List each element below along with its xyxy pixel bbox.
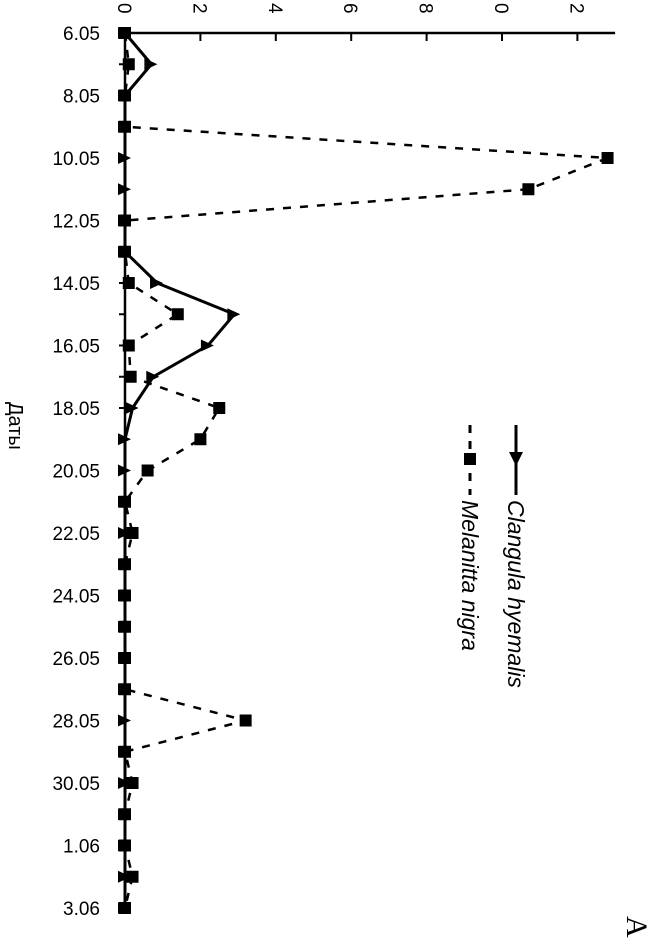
date-tick-label: 22.05: [52, 524, 100, 545]
date-tick-label: 12.05: [52, 212, 100, 233]
data-point-melanitta: [119, 245, 131, 258]
data-point-melanitta: [119, 27, 131, 39]
legend-marker-melanitta: [464, 453, 476, 465]
data-point-melanitta: [126, 777, 139, 789]
date-tick-label: 1.06: [63, 837, 100, 858]
value-tick-label: 0: [113, 3, 134, 14]
date-tick-label: 3.06: [63, 899, 100, 920]
date-tick-label: 8.05: [63, 87, 100, 108]
data-point-melanitta: [213, 402, 226, 414]
data-point-melanitta: [126, 870, 139, 883]
data-point-clangula: [118, 464, 131, 477]
data-point-clangula: [118, 777, 131, 789]
data-point-melanitta: [194, 433, 207, 446]
series-line-melanitta: [123, 32, 609, 909]
data-point-melanitta: [119, 902, 131, 914]
data-point-clangula: [200, 339, 214, 352]
date-tick-label: 18.05: [52, 399, 100, 420]
data-point-clangula: [227, 308, 241, 321]
series-line-clangula: [123, 32, 237, 908]
data-point-melanitta: [119, 589, 131, 602]
legend-label-melanitta: Melanitta nigra: [457, 500, 483, 651]
value-tick-label: 2: [188, 3, 209, 14]
value-tick-label: 6: [339, 3, 360, 14]
data-point-clangula: [125, 402, 139, 414]
value-tick-label: 8: [415, 3, 436, 14]
panel-label: A: [620, 916, 651, 938]
value-tick-label: 2: [565, 3, 586, 14]
date-tick-label: 6.05: [63, 24, 100, 45]
legend: Clangula hyemalis Melanitta nigra: [457, 425, 529, 688]
x-axis-title: Даты: [4, 402, 26, 450]
date-tick-label: 10.05: [52, 149, 100, 170]
value-tick-label: 0: [490, 3, 511, 14]
data-point-melanitta: [171, 308, 184, 321]
series-marks: [118, 27, 614, 914]
axes: 0 2 4 6 8 0 26.058.0510.0512.0514.0516.0518.05…: [52, 3, 616, 920]
data-point-melanitta: [601, 152, 614, 164]
data-point-melanitta: [119, 683, 131, 696]
data-point-melanitta: [119, 652, 131, 664]
data-point-melanitta: [119, 214, 131, 227]
legend-label-clangula: Clangula hyemalis: [503, 500, 529, 688]
data-point-melanitta: [119, 839, 131, 852]
data-point-melanitta: [119, 745, 131, 758]
date-tick-label: 26.05: [52, 649, 100, 670]
data-point-clangula: [146, 370, 160, 383]
data-point-melanitta: [122, 58, 135, 71]
data-point-melanitta: [119, 558, 131, 571]
date-tick-label: 16.05: [52, 337, 100, 358]
value-tick-label: 4: [264, 3, 285, 14]
data-point-clangula: [118, 152, 131, 164]
date-tick-label: 14.05: [52, 274, 100, 295]
data-point-melanitta: [122, 277, 135, 289]
data-point-melanitta: [126, 527, 139, 539]
data-point-melanitta: [119, 495, 131, 508]
data-point-melanitta: [141, 464, 154, 477]
date-tick-label: 24.05: [52, 587, 100, 608]
data-point-melanitta: [119, 89, 131, 102]
date-tick-label: 30.05: [52, 774, 100, 795]
data-point-melanitta: [122, 339, 135, 352]
data-point-clangula: [118, 527, 131, 539]
data-point-melanitta: [239, 714, 252, 727]
data-point-melanitta: [124, 370, 137, 383]
date-tick-label: 28.05: [52, 712, 100, 733]
data-point-clangula: [144, 58, 158, 71]
data-point-clangula: [118, 183, 131, 196]
data-point-clangula: [118, 433, 131, 446]
data-point-clangula: [118, 870, 131, 883]
legend-marker-clangula: [509, 452, 523, 466]
data-point-clangula: [118, 714, 131, 727]
data-point-melanitta: [119, 808, 131, 821]
data-point-melanitta: [522, 183, 535, 196]
data-point-melanitta: [119, 620, 131, 633]
data-point-clangula: [150, 277, 164, 289]
date-tick-label: 20.05: [52, 462, 100, 483]
data-point-melanitta: [119, 120, 131, 133]
